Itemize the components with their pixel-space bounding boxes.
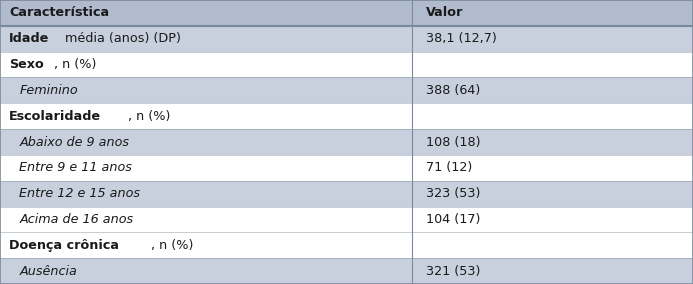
Bar	[0, 103, 693, 129]
Text: , n (%): , n (%)	[128, 110, 170, 123]
Text: Abaixo de 9 anos: Abaixo de 9 anos	[19, 135, 130, 149]
Bar	[0, 26, 693, 52]
Text: Sexo: Sexo	[9, 58, 44, 71]
Text: Acima de 16 anos: Acima de 16 anos	[19, 213, 134, 226]
Text: Idade: Idade	[9, 32, 49, 45]
Bar	[0, 52, 693, 78]
Text: Entre 9 e 11 anos: Entre 9 e 11 anos	[19, 161, 132, 174]
Text: Escolaridade: Escolaridade	[9, 110, 101, 123]
Text: Valor: Valor	[426, 7, 464, 19]
Text: 321 (53): 321 (53)	[426, 265, 480, 277]
Text: 104 (17): 104 (17)	[426, 213, 480, 226]
Text: média (anos) (DP): média (anos) (DP)	[61, 32, 181, 45]
Text: 71 (12): 71 (12)	[426, 161, 473, 174]
Text: Entre 12 e 15 anos: Entre 12 e 15 anos	[19, 187, 141, 200]
Text: 388 (64): 388 (64)	[426, 84, 480, 97]
Text: Doença crônica: Doença crônica	[9, 239, 119, 252]
Text: , n (%): , n (%)	[151, 239, 193, 252]
Text: Ausência: Ausência	[19, 265, 78, 277]
Bar	[0, 78, 693, 103]
Bar	[0, 0, 693, 26]
Text: , n (%): , n (%)	[54, 58, 96, 71]
Bar	[0, 206, 693, 232]
Bar	[0, 181, 693, 206]
Text: 38,1 (12,7): 38,1 (12,7)	[426, 32, 497, 45]
Bar	[0, 129, 693, 155]
Bar	[0, 155, 693, 181]
Text: 323 (53): 323 (53)	[426, 187, 480, 200]
Text: Característica: Característica	[9, 7, 109, 19]
Bar	[0, 232, 693, 258]
Text: 108 (18): 108 (18)	[426, 135, 481, 149]
Bar	[0, 258, 693, 284]
Text: Feminino: Feminino	[19, 84, 78, 97]
